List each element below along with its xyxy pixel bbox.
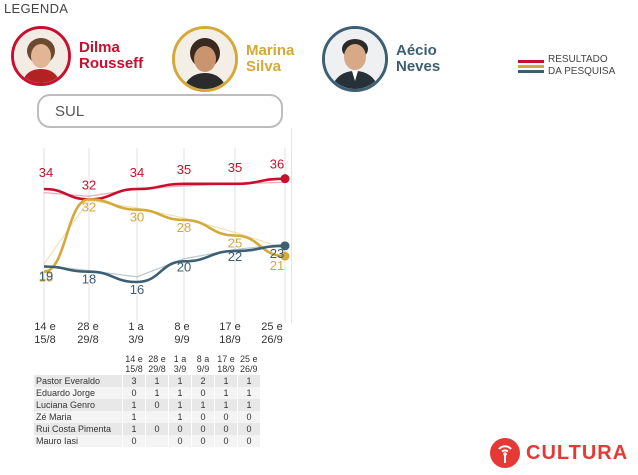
series-0-end-point bbox=[280, 174, 290, 184]
data-label-s0-2: 34 bbox=[130, 165, 144, 180]
marina-name: Marina Silva bbox=[246, 42, 295, 75]
dilma-name: Dilma Rousseff bbox=[79, 39, 144, 72]
data-label-s2-2: 16 bbox=[130, 282, 144, 297]
series-2-end-point bbox=[280, 241, 290, 251]
table-header: 14 e 15/8 bbox=[125, 354, 143, 374]
legend-candidate-dilma: Dilma Rousseff bbox=[11, 26, 143, 86]
result-swatches bbox=[518, 58, 544, 75]
series-1-line bbox=[43, 198, 286, 273]
table-header: 1 a 3/9 bbox=[173, 354, 187, 374]
data-label-s1-4: 25 bbox=[228, 236, 242, 251]
data-label-s0-5: 36 bbox=[270, 157, 284, 172]
table-header-row: 14 e 15/8 28 e 29/8 1 a 3/9 8 a 9/9 17 e 18/9… bbox=[34, 354, 260, 375]
legend-candidate-marina: Marina Silva bbox=[172, 26, 294, 92]
result-key: RESULTADO DA PESQUISA bbox=[518, 54, 615, 78]
data-label-s0-4: 35 bbox=[228, 160, 242, 175]
series-0-line bbox=[43, 177, 286, 201]
data-label-s2-5: 23 bbox=[270, 246, 284, 261]
table-header: 28 e 29/8 bbox=[148, 354, 166, 374]
swatch-aecio bbox=[518, 69, 544, 73]
data-label-s1-0: 18 bbox=[39, 270, 53, 285]
data-label-s1-2: 30 bbox=[130, 210, 144, 225]
table-header: 17 e 18/9 bbox=[217, 354, 235, 374]
x-tick-5: 25 e 26/9 bbox=[261, 321, 283, 346]
x-tick-0: 14 e 15/8 bbox=[34, 321, 56, 346]
series-2-trend-line bbox=[43, 243, 286, 278]
other-candidates-table: 14 e 15/8 28 e 29/8 1 a 3/9 8 a 9/9 17 e 18/9… bbox=[34, 354, 260, 447]
x-tick-3: 8 e 9/9 bbox=[174, 321, 190, 346]
x-tick-1: 28 e 29/8 bbox=[77, 321, 99, 346]
series-1-trend-line bbox=[43, 199, 286, 265]
legend-title: LEGENDA bbox=[4, 1, 69, 16]
table-header: 25 e 26/9 bbox=[239, 354, 258, 374]
dilma-portrait bbox=[11, 26, 71, 86]
broadcast-icon bbox=[490, 438, 520, 468]
x-tick-4: 17 e 18/9 bbox=[219, 321, 241, 346]
table-header: 8 a 9/9 bbox=[196, 354, 210, 374]
series-2-line bbox=[43, 244, 286, 284]
data-label-s2-1: 18 bbox=[82, 272, 96, 287]
aecio-name: Aécio Neves bbox=[396, 42, 441, 75]
data-label-s2-0: 19 bbox=[39, 269, 53, 284]
result-key-label: RESULTADO DA PESQUISA bbox=[548, 54, 616, 77]
region-select[interactable]: SUL bbox=[37, 94, 283, 128]
data-label-s0-3: 35 bbox=[177, 162, 191, 177]
legend-candidate-aecio: Aécio Neves bbox=[322, 26, 440, 92]
x-tick-2: 1 a 3/9 bbox=[128, 321, 144, 346]
data-label-s1-1: 32 bbox=[82, 199, 96, 214]
swatch-dilma bbox=[518, 59, 544, 63]
data-label-s0-1: 32 bbox=[82, 177, 96, 192]
aecio-portrait bbox=[322, 26, 388, 92]
swatch-marina bbox=[518, 64, 544, 68]
data-label-s1-5: 21 bbox=[270, 258, 284, 273]
data-label-s2-4: 22 bbox=[228, 249, 242, 264]
cultura-logo: CULTURA bbox=[490, 438, 628, 468]
series-1-end-point bbox=[280, 251, 290, 261]
brand-name: CULTURA bbox=[526, 441, 629, 464]
panel-divider bbox=[291, 128, 292, 323]
marina-portrait bbox=[172, 26, 238, 92]
data-label-s1-3: 28 bbox=[177, 220, 191, 235]
data-label-s2-3: 20 bbox=[177, 259, 191, 274]
data-label-s0-0: 34 bbox=[39, 165, 53, 180]
